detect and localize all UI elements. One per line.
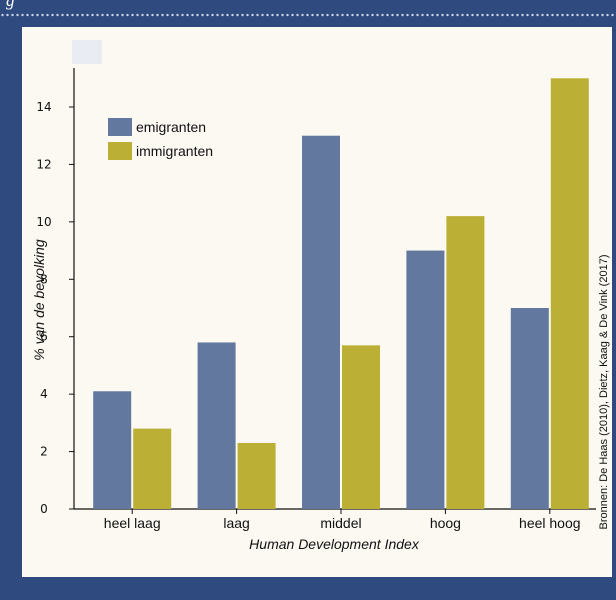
y-tick-label: 12 <box>36 157 51 171</box>
legend-label-immigranten: immigranten <box>136 143 213 159</box>
x-tick-label: heel hoog <box>519 515 581 531</box>
bar-immigranten-heel-hoog <box>550 78 589 510</box>
legend-label-emigranten: emigranten <box>136 119 206 135</box>
y-tick-label: 0 <box>40 502 48 516</box>
figure-header: g <box>0 0 616 24</box>
dotted-divider <box>0 13 616 17</box>
figure-title: g <box>6 0 15 10</box>
y-tick-label: 8 <box>40 272 48 286</box>
x-tick-label: middel <box>320 515 361 531</box>
x-tick-label: laag <box>223 515 249 531</box>
y-axis-label: % van de bevolking <box>31 239 47 361</box>
y-tick-label: 6 <box>40 330 48 344</box>
x-tick-label: hoog <box>430 515 461 531</box>
bar-immigranten-laag <box>237 442 276 509</box>
bar-emigranten-hoog <box>406 250 445 510</box>
legend-swatch-immigranten <box>108 142 132 160</box>
bar-emigranten-middel <box>302 135 340 509</box>
bar-immigranten-hoog <box>446 216 485 509</box>
y-tick-label: 10 <box>36 215 51 229</box>
corner-box <box>72 40 102 64</box>
bar-immigranten-heel-laag <box>133 428 172 509</box>
bars <box>93 78 589 510</box>
bar-emigranten-heel-laag <box>93 391 132 509</box>
legend-swatch-emigranten <box>108 118 132 136</box>
x-axis-label: Human Development Index <box>249 536 420 552</box>
source-note: Bronnen: De Haas (2010), Dietz, Kaag & D… <box>598 255 610 530</box>
bar-immigranten-middel <box>342 345 380 509</box>
bar-emigranten-laag <box>197 342 236 509</box>
y-tick-label: 14 <box>36 100 51 114</box>
x-tick-label: heel laag <box>104 515 161 531</box>
bar-emigranten-heel-hoog <box>510 308 549 509</box>
y-tick-label: 2 <box>40 445 48 459</box>
legend: emigranten immigranten <box>108 118 213 160</box>
y-tick-label: 4 <box>40 387 48 401</box>
